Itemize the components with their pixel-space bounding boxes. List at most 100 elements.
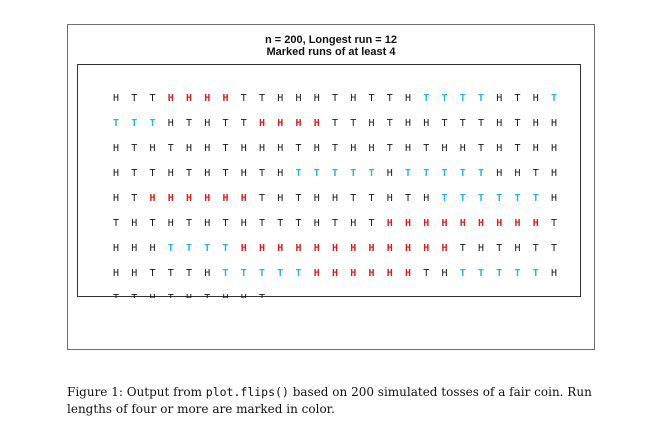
flip-heads-marked: H: [186, 193, 192, 204]
flip-heads: H: [314, 143, 320, 154]
flip-heads: H: [514, 243, 520, 254]
flip-heads-marked: H: [387, 243, 393, 254]
flip-heads-marked: H: [168, 93, 174, 104]
flip-tails: T: [149, 268, 155, 279]
caption-label: Figure 1:: [67, 385, 123, 399]
flip-tails-marked: T: [222, 243, 228, 254]
flip-heads-marked: H: [350, 268, 356, 279]
flip-tails: T: [514, 118, 520, 129]
flip-tails-marked: T: [460, 168, 466, 179]
flip-tails: T: [295, 193, 301, 204]
flip-heads-marked: H: [314, 118, 320, 129]
flip-tails-marked: T: [295, 168, 301, 179]
flip-tails-marked: T: [514, 193, 520, 204]
flip-tails: T: [350, 193, 356, 204]
flip-tails: T: [460, 118, 466, 129]
flip-tails-marked: T: [551, 93, 557, 104]
flip-tails: T: [551, 218, 557, 229]
flip-tails-marked: T: [204, 243, 210, 254]
flip-heads: H: [533, 93, 539, 104]
flip-heads: H: [368, 118, 374, 129]
flip-heads: H: [113, 268, 119, 279]
flip-heads: H: [405, 93, 411, 104]
flip-heads: H: [131, 268, 137, 279]
flip-tails: T: [259, 93, 265, 104]
plot-area: H T T H H H H T T H H H T H T T H T T T T H T H T T T T H T H T T H H H H T T H…: [77, 64, 581, 298]
flip-tails: T: [259, 293, 265, 298]
flip-tails-marked: T: [441, 193, 447, 204]
flip-tails: T: [514, 143, 520, 154]
flip-tails-marked: T: [423, 93, 429, 104]
flip-tails: T: [441, 118, 447, 129]
flip-heads: H: [259, 143, 265, 154]
flip-tails-marked: T: [496, 193, 502, 204]
flip-heads: H: [496, 168, 502, 179]
flip-heads: H: [496, 118, 502, 129]
flip-heads-marked: H: [204, 93, 210, 104]
flip-heads: H: [241, 143, 247, 154]
flip-heads: H: [149, 293, 155, 298]
flip-tails: T: [186, 218, 192, 229]
flip-heads-marked: H: [350, 243, 356, 254]
flip-heads-marked: H: [149, 193, 155, 204]
flip-heads: H: [350, 218, 356, 229]
flip-tails: T: [387, 118, 393, 129]
flip-heads: H: [204, 218, 210, 229]
flip-heads: H: [241, 293, 247, 298]
flip-heads-marked: H: [332, 268, 338, 279]
flip-tails: T: [204, 293, 210, 298]
flip-heads-marked: H: [405, 268, 411, 279]
flip-heads: H: [113, 143, 119, 154]
flip-heads: H: [551, 168, 557, 179]
flip-tails-marked: T: [478, 193, 484, 204]
flip-tails: T: [222, 118, 228, 129]
flip-heads: H: [514, 168, 520, 179]
chart-title: n = 200, Longest run = 12: [264, 34, 398, 46]
flip-tails: T: [405, 193, 411, 204]
flip-tails-marked: T: [478, 168, 484, 179]
flip-tails: T: [259, 193, 265, 204]
flip-heads: H: [113, 243, 119, 254]
flip-tails: T: [131, 168, 137, 179]
flip-tails-marked: T: [496, 268, 502, 279]
flip-heads: H: [551, 118, 557, 129]
flip-heads-marked: H: [423, 218, 429, 229]
flip-heads: H: [533, 118, 539, 129]
flip-tails-marked: T: [533, 193, 539, 204]
flip-tails: T: [149, 218, 155, 229]
flip-heads: H: [314, 218, 320, 229]
flip-tails: T: [387, 143, 393, 154]
caption-before: Output from: [126, 385, 202, 399]
flip-heads: H: [441, 268, 447, 279]
flip-heads-marked: H: [314, 243, 320, 254]
flip-tails: T: [368, 218, 374, 229]
flip-tails: T: [168, 268, 174, 279]
flip-tails: T: [423, 268, 429, 279]
flip-heads-marked: H: [204, 193, 210, 204]
flip-heads-marked: H: [441, 243, 447, 254]
flip-tails-marked: T: [241, 268, 247, 279]
flip-grid: H T T H H H H T T H H H T H T T H T T T T H T H T T T T H T H T T H H H H T T H…: [113, 93, 557, 298]
flip-tails: T: [131, 93, 137, 104]
flip-tails-marked: T: [186, 243, 192, 254]
flip-tails: T: [295, 143, 301, 154]
flip-tails-marked: T: [514, 268, 520, 279]
flip-tails: T: [222, 143, 228, 154]
flip-heads: H: [277, 193, 283, 204]
flip-tails: T: [295, 218, 301, 229]
flip-heads: H: [277, 168, 283, 179]
flip-tails: T: [113, 218, 119, 229]
flip-tails-marked: T: [460, 193, 466, 204]
flip-tails-marked: T: [423, 168, 429, 179]
flip-heads: H: [131, 218, 137, 229]
flip-tails: T: [113, 293, 119, 298]
flip-tails: T: [149, 93, 155, 104]
flip-heads: H: [277, 143, 283, 154]
flip-heads-marked: H: [222, 193, 228, 204]
flip-heads-marked: H: [405, 243, 411, 254]
flip-heads-marked: H: [259, 118, 265, 129]
flip-tails: T: [131, 193, 137, 204]
flip-tails: T: [514, 93, 520, 104]
chart-subtitle: Marked runs of at least 4: [266, 46, 396, 58]
flip-tails-marked: T: [533, 268, 539, 279]
